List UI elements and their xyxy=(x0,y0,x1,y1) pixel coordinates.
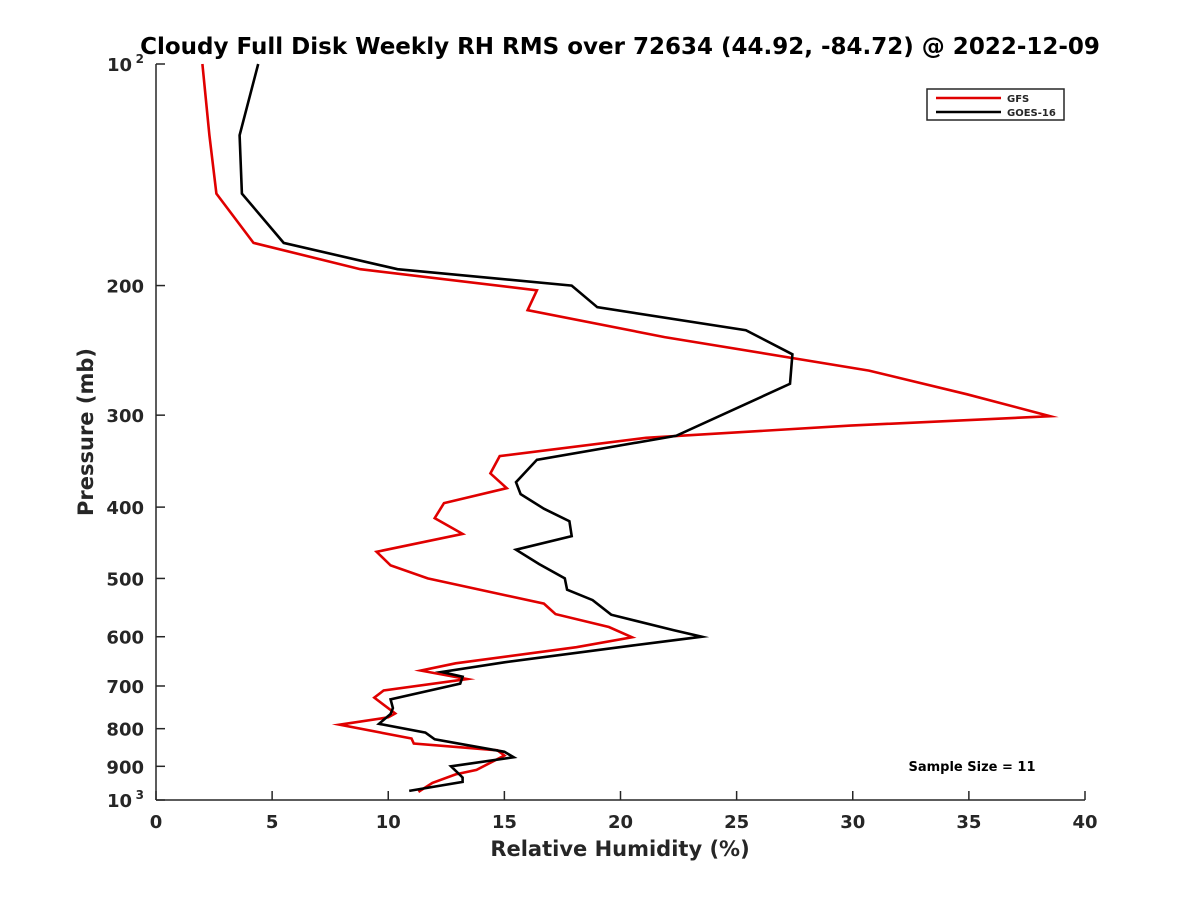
y-tick-label: 600 xyxy=(106,628,144,649)
y-tick-base: 10 xyxy=(107,791,132,812)
y-tick-label: 3 10 xyxy=(107,788,144,812)
sample-size-annotation: Sample Size = 11 xyxy=(908,760,1035,775)
ticks: 0 5 10 15 20 25 30 35 40 2 10 200 300 400 500 600 700 800… xyxy=(106,52,1097,833)
legend: GFS GOES-16 xyxy=(926,88,1065,121)
legend-box xyxy=(926,88,1065,121)
series xyxy=(201,63,1059,793)
x-tick-label: 0 xyxy=(150,812,163,833)
x-tick-label: 25 xyxy=(724,812,749,833)
legend-label: GFS xyxy=(1007,94,1029,105)
y-tick-label: 2 10 xyxy=(107,52,144,76)
x-axis-label: Relative Humidity (%) xyxy=(490,837,749,861)
y-tick-exponent: 2 xyxy=(136,52,144,66)
y-tick-label: 200 xyxy=(106,277,144,298)
y-tick-label: 800 xyxy=(106,720,144,741)
x-tick-label: 10 xyxy=(376,812,401,833)
y-tick-label: 900 xyxy=(106,757,144,778)
x-tick-label: 35 xyxy=(956,812,981,833)
y-tick-label: 700 xyxy=(106,677,144,698)
x-tick-label: 40 xyxy=(1072,812,1097,833)
y-tick-exponent: 3 xyxy=(136,788,144,802)
x-tick-label: 30 xyxy=(840,812,865,833)
y-tick-label: 400 xyxy=(106,498,144,519)
y-tick-label: 300 xyxy=(106,406,144,427)
y-axis-label: Pressure (mb) xyxy=(74,348,98,516)
series-line-goes-16 xyxy=(238,63,794,793)
x-tick-label: 20 xyxy=(608,812,633,833)
series-line-gfs xyxy=(201,63,1059,793)
chart-title: Cloudy Full Disk Weekly RH RMS over 7263… xyxy=(140,34,1100,60)
x-tick-label: 5 xyxy=(266,812,279,833)
y-tick-base: 10 xyxy=(107,55,132,76)
y-tick-label: 500 xyxy=(106,569,144,590)
legend-label: GOES-16 xyxy=(1007,108,1056,119)
x-tick-label: 15 xyxy=(492,812,517,833)
